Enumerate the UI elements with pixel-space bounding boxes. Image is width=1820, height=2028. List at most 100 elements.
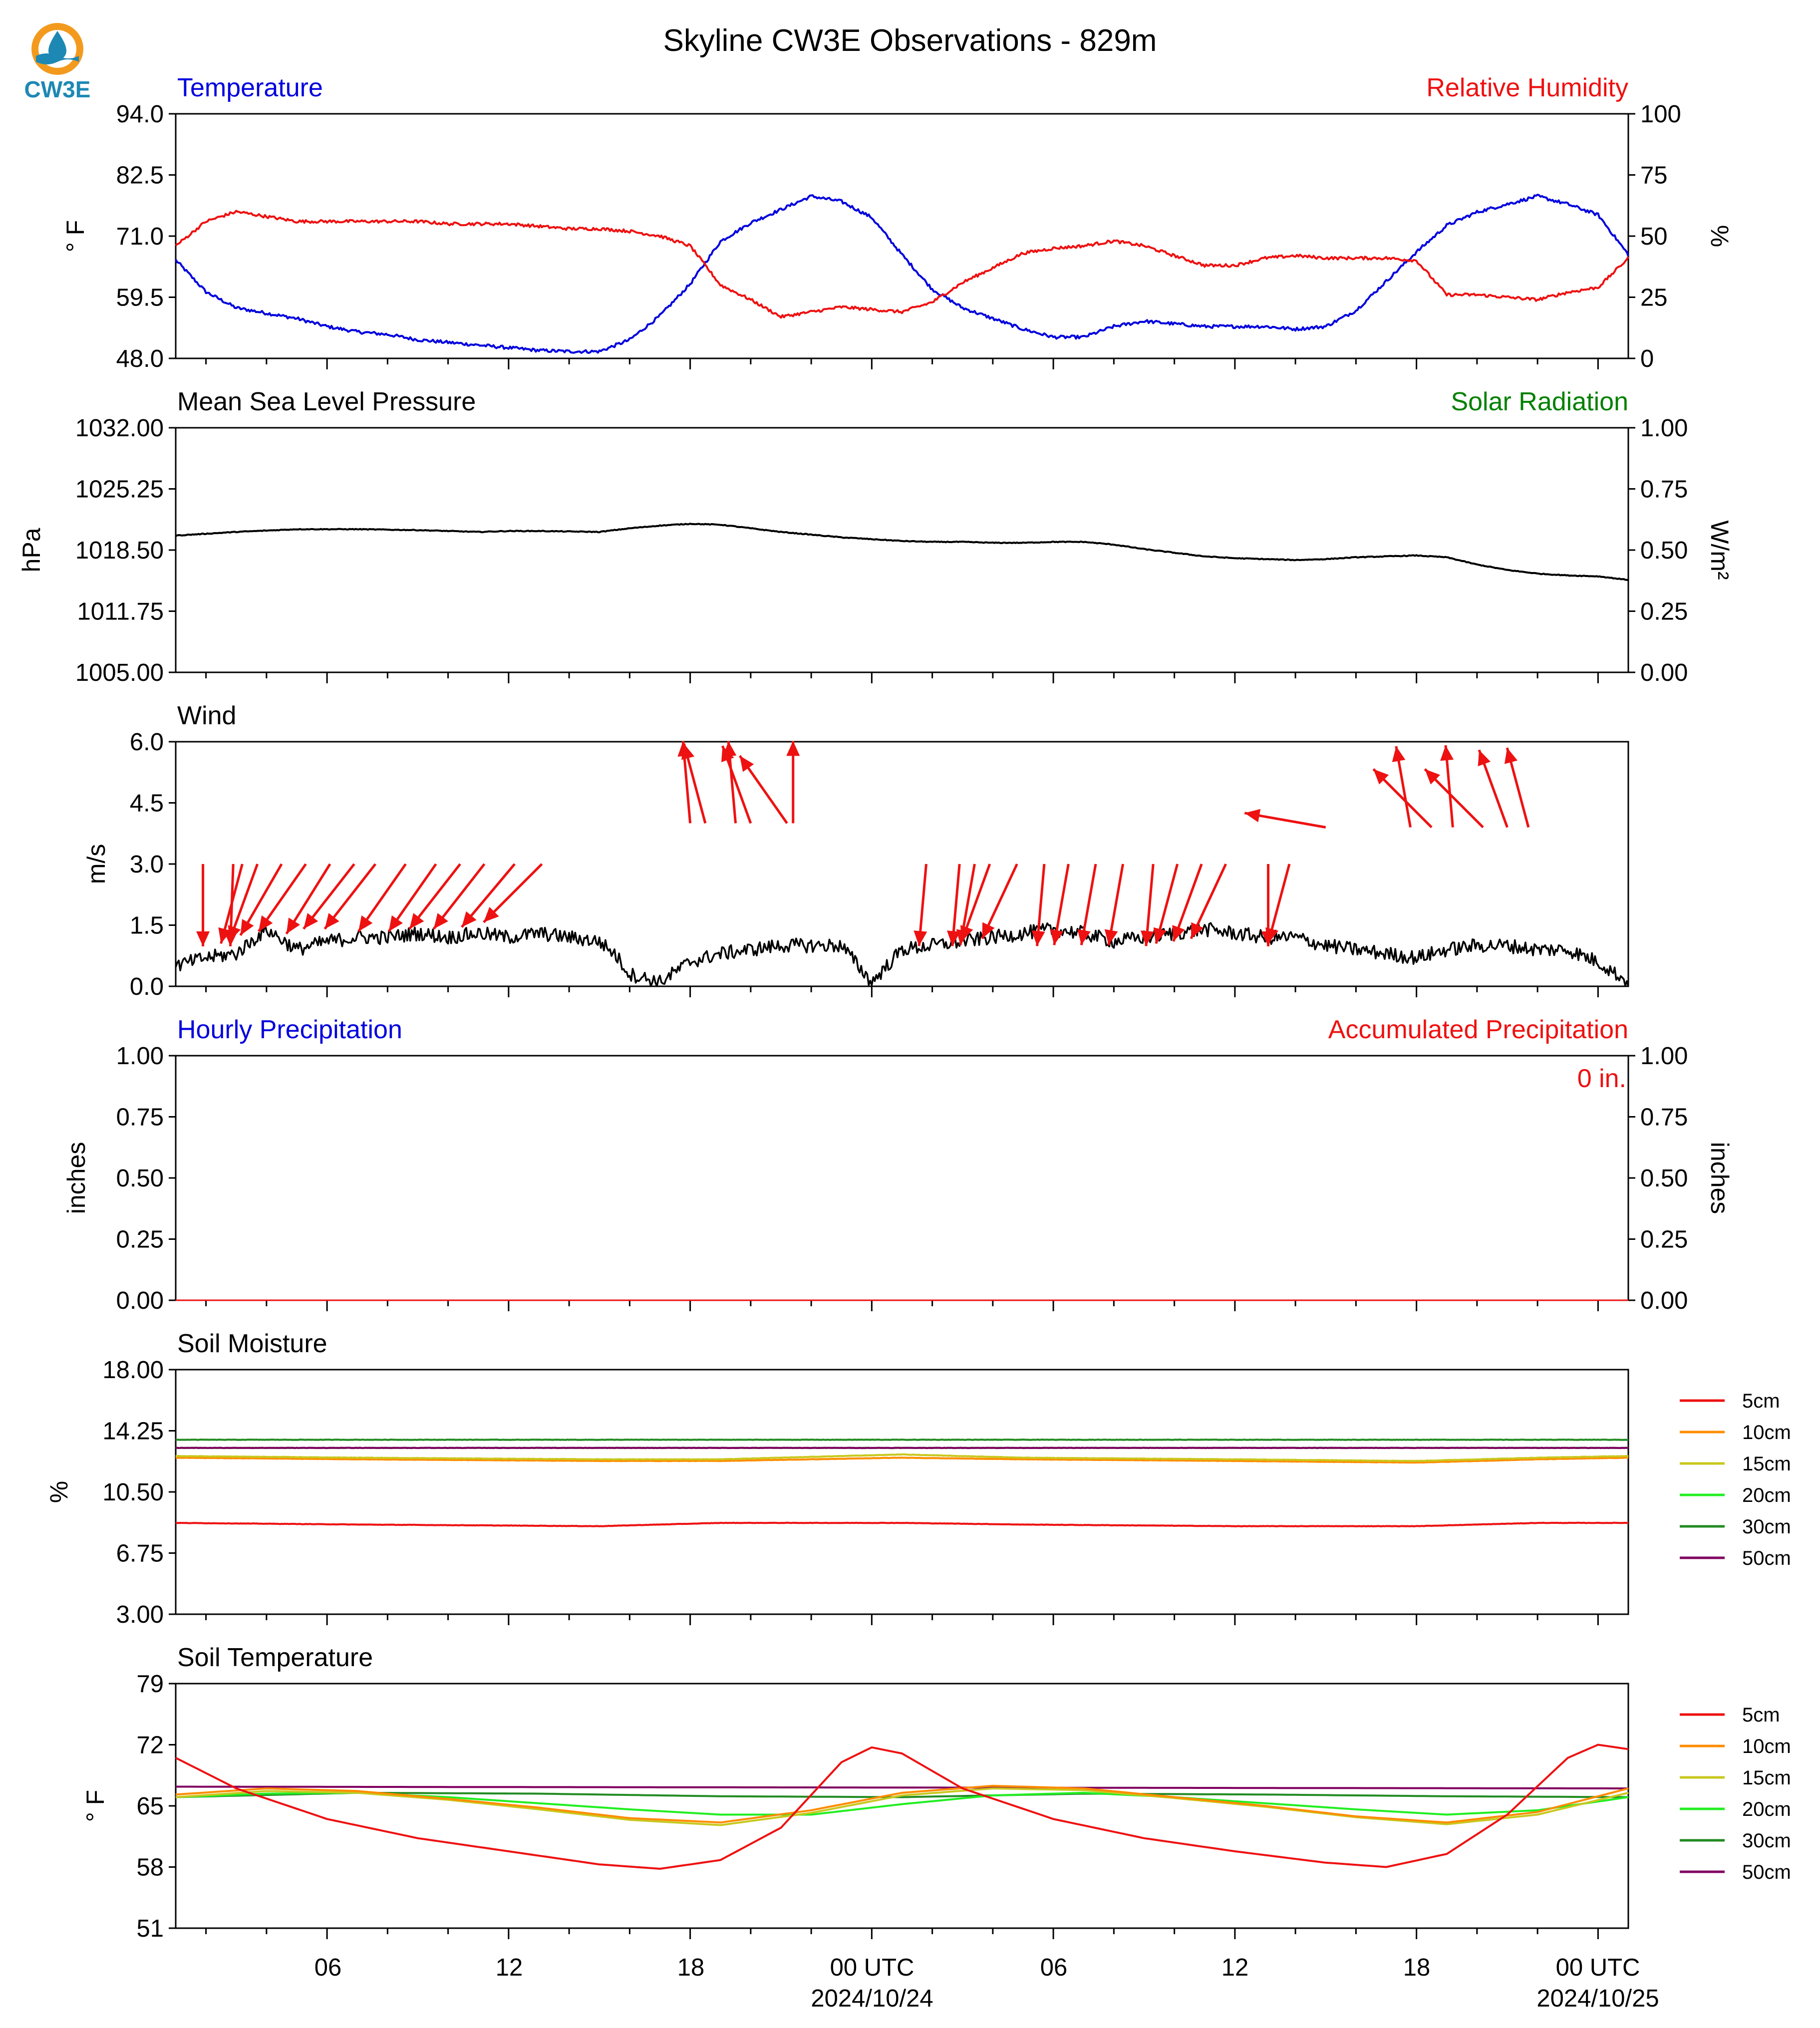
soil_temp-legend-label: 15cm	[1742, 1767, 1791, 1789]
precip-ytick-label: 0.75	[116, 1104, 164, 1131]
pressure-y2tick-label: 0.75	[1640, 476, 1688, 503]
precip-y2tick-label: 0.75	[1640, 1104, 1688, 1131]
soil-temp-15cm-line	[175, 1787, 1629, 1826]
x-tick-label-12: 12	[496, 1954, 523, 1981]
hourly-precip-title: Hourly Precipitation	[177, 1015, 402, 1044]
soil_moisture-ytick-label: 10.50	[102, 1479, 164, 1506]
wind-arrow-head	[1153, 927, 1167, 944]
x-tick-label-18-2: 18	[1403, 1954, 1431, 1981]
wind-arrow-head	[286, 917, 301, 934]
solar-ylabel: W/m²	[1706, 520, 1734, 579]
humidity-line	[175, 210, 1629, 319]
date-label-1: 2024/10/24	[811, 1985, 933, 2012]
wind-arrow-head	[409, 913, 424, 929]
time-axis-labels: 06 12 18 00 UTC 06 12 18 00 UTC 2024/10/…	[314, 1954, 1659, 2012]
soil_temp-legend-label: 10cm	[1742, 1736, 1791, 1757]
precip-ytick-label: 0.25	[116, 1226, 164, 1253]
pressure-y2tick-label: 0.50	[1640, 537, 1688, 564]
x-tick-label-12-2: 12	[1221, 1954, 1249, 1981]
wind-arrow-head	[240, 919, 254, 935]
soil_moisture-legend-label: 15cm	[1742, 1453, 1791, 1475]
wind-ylabel: m/s	[82, 844, 110, 884]
soil-temp-30cm-line	[175, 1791, 1629, 1798]
soil_moisture-legend-label: 50cm	[1742, 1547, 1791, 1569]
wind-arrow-head	[1031, 930, 1045, 946]
soil_temp-ytick-label: 72	[136, 1732, 164, 1759]
temp-y2tick-label: 50	[1640, 223, 1668, 250]
temperature-title: Temperature	[177, 73, 323, 102]
pressure-ytick-label: 1005.00	[75, 659, 164, 686]
wind-arrow-head	[1244, 809, 1261, 823]
soil_moisture-ytick-label: 6.75	[116, 1540, 164, 1567]
date-label-2: 2024/10/25	[1536, 1985, 1659, 2012]
wind-ytick-label: 6.0	[130, 729, 164, 756]
soil-moisture-ylabel: %	[45, 1481, 73, 1503]
wind-arrow-head	[681, 743, 695, 760]
wind-ytick-label: 1.5	[130, 912, 164, 939]
precip-ytick-label: 1.00	[116, 1043, 164, 1070]
temp-ytick-label: 82.5	[116, 162, 164, 189]
pressure-ytick-label: 1025.25	[75, 476, 164, 503]
logo-text: CW3E	[24, 76, 91, 102]
temp-y2tick-label: 0	[1640, 345, 1654, 372]
wind-ytick-label: 0.0	[130, 973, 164, 1000]
precip-ytick-label: 0.50	[116, 1165, 164, 1192]
soil_temp-ytick-label: 65	[136, 1793, 164, 1820]
wind-speed-line	[175, 922, 1629, 987]
soil_temp-legend-label: 30cm	[1742, 1830, 1791, 1852]
precip-frame	[175, 1055, 1629, 1301]
wind-arrow-head	[303, 913, 318, 929]
wind-ytick-label: 3.0	[130, 851, 164, 878]
precip-y2tick-label: 0.50	[1640, 1165, 1688, 1192]
soil_temp-frame	[175, 1683, 1629, 1929]
wave-icon	[36, 53, 79, 64]
wind-arrow-head	[982, 922, 995, 939]
temp-y2tick-label: 25	[1640, 285, 1668, 311]
soil_temp-ytick-label: 51	[136, 1915, 164, 1942]
soil_temp-ytick-label: 79	[136, 1671, 164, 1698]
y-axis-ticks: 94.0 82.5 71.0 59.5 48.0 100 75 50 25 0 1032.00 102…	[75, 101, 1688, 1942]
wind-arrow-head	[1050, 929, 1064, 945]
wind-arrow-head	[259, 915, 273, 932]
wind-arrow-head	[960, 925, 973, 942]
soil-temp-ylabel: ° F	[81, 1790, 109, 1822]
soil_moisture-legend-label: 5cm	[1742, 1390, 1780, 1412]
x-tick-label-00utc-1: 00 UTC	[830, 1954, 914, 1981]
soil-temp-title: Soil Temperature	[177, 1643, 373, 1672]
legends: 5cm 10cm 15cm 20cm 30cm 50cm 5cm 10cm 15cm 20cm 30…	[1680, 1390, 1791, 1883]
temp-ytick-label: 48.0	[116, 345, 164, 372]
temp-y2tick-label: 100	[1640, 101, 1681, 128]
soil_moisture-ytick-label: 18.00	[102, 1357, 164, 1384]
wind-arrow-head	[324, 913, 339, 929]
precip-y2tick-label: 0.25	[1640, 1226, 1688, 1253]
pressure-y2tick-label: 0.00	[1640, 659, 1688, 686]
time-axis-ticks	[205, 358, 1599, 1939]
precip-ylabel: inches	[62, 1142, 90, 1214]
wind-arrow-head	[946, 930, 960, 946]
soil-moisture-5cm-line	[175, 1521, 1629, 1527]
soil_moisture-ytick-label: 3.00	[116, 1601, 164, 1628]
solar-title: Solar Radiation	[1451, 387, 1628, 416]
wind-arrow-head	[358, 915, 373, 932]
wind-arrow-head	[1077, 929, 1091, 945]
wind-arrow-head	[1425, 769, 1441, 785]
rh-ylabel: %	[1706, 225, 1734, 247]
precip-right-ylabel: inches	[1706, 1142, 1734, 1214]
wind-arrow-head	[461, 911, 477, 927]
temp-ytick-label: 59.5	[116, 285, 164, 311]
wind-arrow-head	[1373, 769, 1389, 785]
soil_moisture-ytick-label: 14.25	[102, 1418, 164, 1445]
wind-arrow-head	[1440, 745, 1454, 761]
pressure-ytick-label: 1018.50	[75, 537, 164, 564]
soil_temp-legend-label: 5cm	[1742, 1704, 1780, 1726]
wind-arrow-head	[228, 925, 241, 942]
wind-arrow-head	[196, 931, 210, 946]
temp-y2tick-label: 75	[1640, 162, 1668, 189]
wind-arrow-head	[1392, 746, 1406, 762]
temp-ylabel: ° F	[61, 220, 89, 252]
precip-ytick-label: 0.00	[116, 1287, 164, 1314]
wind-title: Wind	[177, 701, 236, 730]
precip-y2tick-label: 0.00	[1640, 1287, 1688, 1314]
soil_temp-legend-label: 50cm	[1742, 1861, 1791, 1883]
